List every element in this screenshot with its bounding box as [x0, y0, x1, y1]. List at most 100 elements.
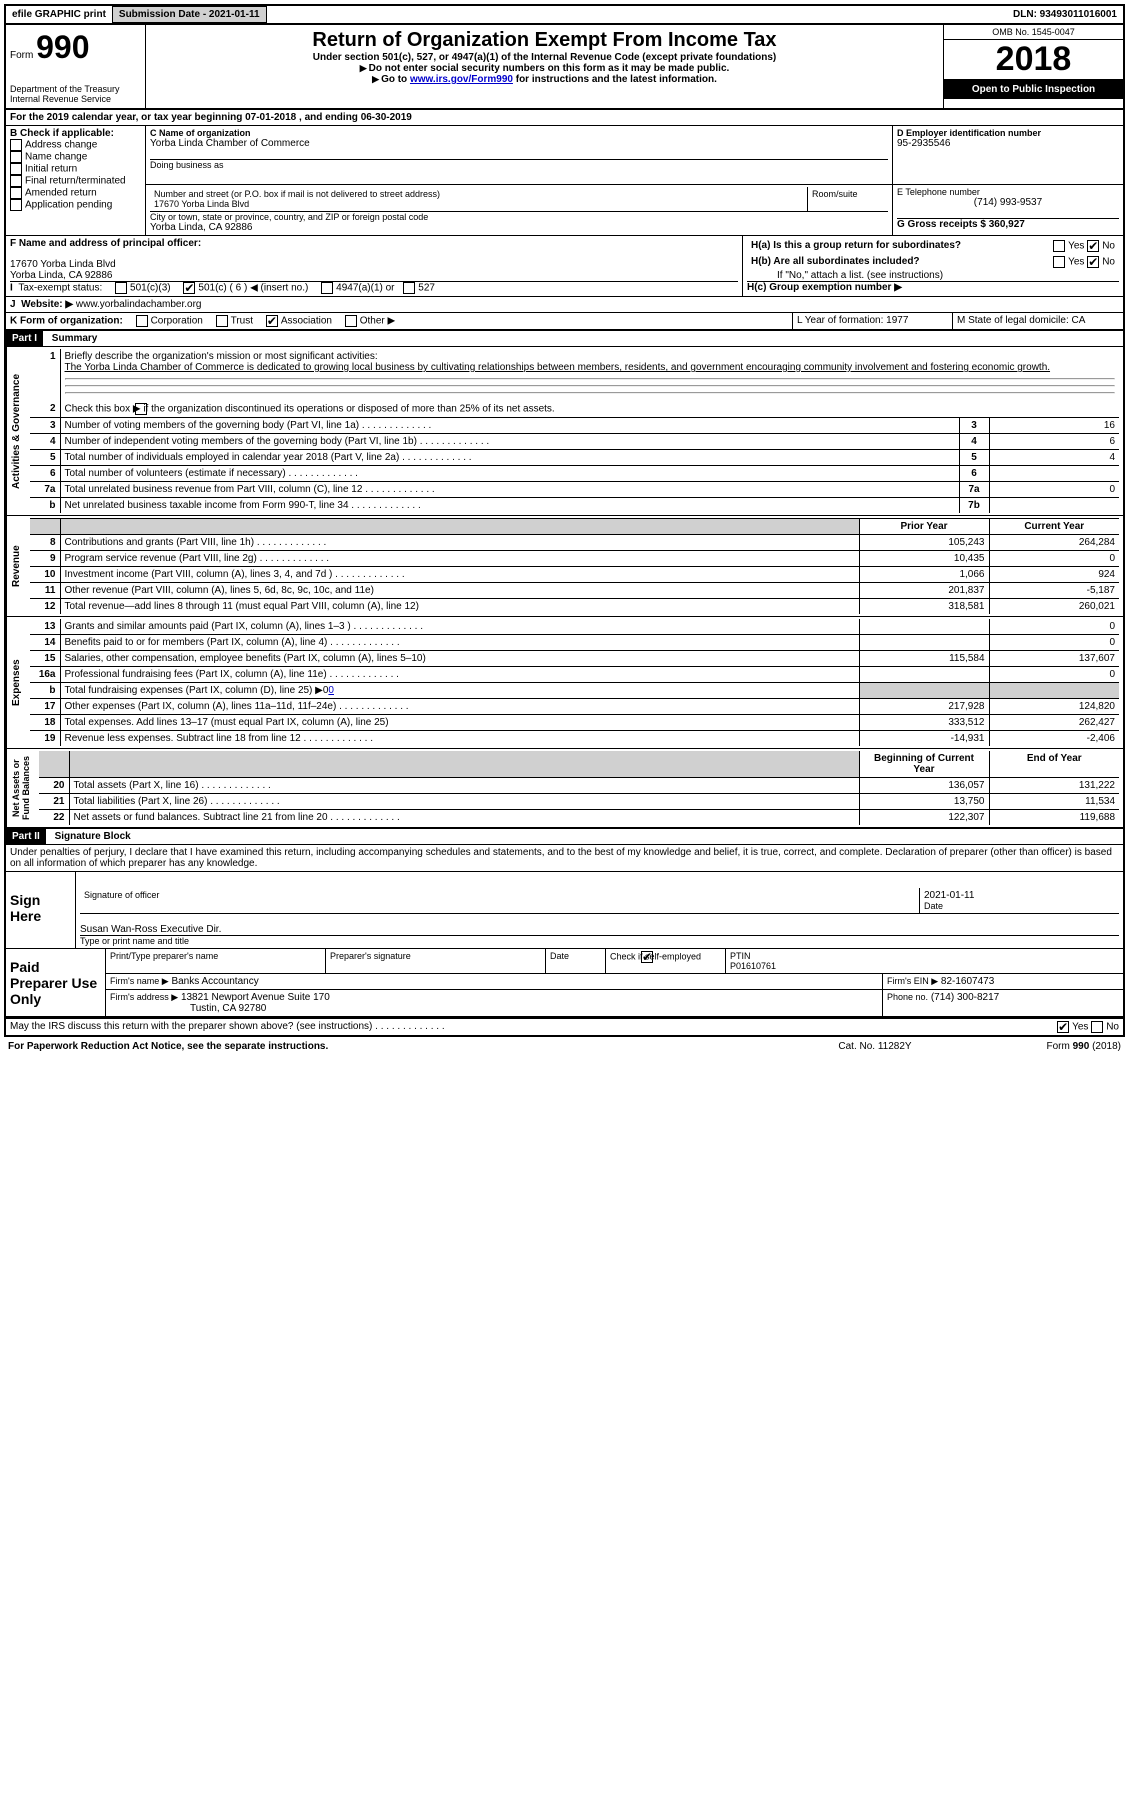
- k-assoc-checkbox[interactable]: [266, 315, 278, 327]
- app-pending-checkbox[interactable]: [10, 199, 22, 211]
- current-year-hdr: Current Year: [989, 519, 1119, 535]
- q1-text: The Yorba Linda Chamber of Commerce is d…: [65, 362, 1051, 373]
- phone: (714) 993-9537: [897, 197, 1119, 208]
- city-label: City or town, state or province, country…: [150, 212, 888, 222]
- q2-checkbox[interactable]: [135, 403, 147, 415]
- d-label: D Employer identification number: [897, 128, 1119, 138]
- addr-label: Number and street (or P.O. box if mail i…: [154, 189, 440, 199]
- firm-name: Banks Accountancy: [171, 976, 258, 987]
- dln-label: DLN: 93493011016001: [1007, 7, 1123, 22]
- officer-name: Susan Wan-Ross Executive Dir.: [80, 924, 1119, 935]
- hc-label: H(c) Group exemption number ▶: [747, 282, 902, 293]
- form-footer: Form 990 (2018): [975, 1039, 1125, 1054]
- 501c-checkbox[interactable]: [183, 282, 195, 294]
- f-label: F Name and address of principal officer:: [10, 238, 738, 249]
- paperwork-notice: For Paperwork Reduction Act Notice, see …: [4, 1039, 775, 1054]
- discuss-yes-checkbox[interactable]: [1057, 1021, 1069, 1033]
- declaration: Under penalties of perjury, I declare th…: [6, 845, 1123, 872]
- inspection-label: Open to Public Inspection: [944, 80, 1123, 99]
- firm-ein: 82-1607473: [941, 976, 994, 987]
- prep-sig-label: Preparer's signature: [326, 949, 546, 973]
- omb-label: OMB No. 1545-0047: [944, 25, 1123, 40]
- k-corp-checkbox[interactable]: [136, 315, 148, 327]
- hb-no-checkbox[interactable]: [1087, 256, 1099, 268]
- dept-label: Department of the Treasury: [10, 84, 141, 94]
- name-change-checkbox[interactable]: [10, 151, 22, 163]
- dba-label: Doing business as: [150, 159, 888, 170]
- cat-no: Cat. No. 11282Y: [775, 1039, 975, 1054]
- f-addr1: 17670 Yorba Linda Blvd: [10, 259, 738, 270]
- ha-yes-checkbox[interactable]: [1053, 240, 1065, 252]
- self-employed-checkbox[interactable]: [641, 951, 653, 963]
- net-assets-label: Net Assets orFund Balances: [6, 749, 35, 827]
- 527-checkbox[interactable]: [403, 282, 415, 294]
- firm-addr1: 13821 Newport Avenue Suite 170: [181, 992, 330, 1003]
- ha-label: H(a) Is this a group return for subordin…: [751, 240, 961, 251]
- firm-addr2: Tustin, CA 92780: [190, 1003, 266, 1014]
- form-label: Form: [10, 50, 33, 61]
- g-label: G Gross receipts $ 360,927: [897, 218, 1119, 230]
- part1-title: Summary: [52, 333, 98, 344]
- city: Yorba Linda, CA 92886: [150, 222, 888, 233]
- expenses-label: Expenses: [6, 617, 26, 748]
- part2-title: Signature Block: [55, 831, 131, 842]
- revenue-label: Revenue: [6, 516, 26, 616]
- submission-date-button[interactable]: Submission Date - 2021-01-11: [112, 6, 267, 23]
- part1: Part I Summary Activities & Governance 1…: [4, 331, 1125, 829]
- org-name: Yorba Linda Chamber of Commerce: [150, 138, 888, 149]
- line-a: For the 2019 calendar year, or tax year …: [6, 110, 1123, 126]
- k-trust-checkbox[interactable]: [216, 315, 228, 327]
- website: www.yorbalindachamber.org: [76, 299, 202, 310]
- h-note: If "No," attach a list. (see instruction…: [747, 270, 1119, 281]
- firm-phone: (714) 300-8217: [931, 992, 999, 1003]
- irs-label: Internal Revenue Service: [10, 94, 141, 104]
- subtitle-2: Do not enter social security numbers on …: [150, 63, 939, 74]
- sig-date: 2021-01-11: [924, 890, 1115, 901]
- k-label: K Form of organization:: [10, 316, 123, 327]
- subtitle-1: Under section 501(c), 527, or 4947(a)(1)…: [150, 52, 939, 63]
- header-section: For the 2019 calendar year, or tax year …: [4, 110, 1125, 331]
- instructions-link[interactable]: www.irs.gov/Form990: [410, 74, 513, 85]
- part1-hdr: Part I: [6, 331, 43, 346]
- subtitle-3-post: for instructions and the latest informat…: [516, 74, 717, 85]
- final-return-checkbox[interactable]: [10, 175, 22, 187]
- room-label: Room/suite: [808, 187, 888, 211]
- m-label: M State of legal domicile: CA: [953, 313, 1123, 329]
- ha-no-checkbox[interactable]: [1087, 240, 1099, 252]
- part2: Part II Signature Block Under penalties …: [4, 829, 1125, 1018]
- hb-yes-checkbox[interactable]: [1053, 256, 1065, 268]
- paid-preparer-label: Paid Preparer Use Only: [6, 949, 106, 1016]
- title-row: Form 990 Department of the Treasury Inte…: [4, 25, 1125, 110]
- i-label: Tax-exempt status:: [18, 283, 102, 294]
- type-name-label: Type or print name and title: [80, 935, 1119, 946]
- q1-label: Briefly describe the organization's miss…: [65, 351, 378, 362]
- l-label: L Year of formation: 1977: [793, 313, 953, 329]
- hb-label: H(b) Are all subordinates included?: [751, 256, 920, 267]
- ptin: P01610761: [730, 961, 776, 971]
- prep-name-label: Print/Type preparer's name: [106, 949, 326, 973]
- fundraising-link[interactable]: 0: [328, 685, 334, 696]
- top-header: efile GRAPHIC print Submission Date - 20…: [4, 4, 1125, 25]
- c-label: C Name of organization: [150, 128, 888, 138]
- ein: 95-2935546: [897, 138, 1119, 149]
- discuss-label: May the IRS discuss this return with the…: [10, 1021, 445, 1032]
- subtitle-3-pre: Go to: [372, 74, 410, 85]
- efile-label: efile GRAPHIC print: [6, 7, 112, 22]
- 4947-checkbox[interactable]: [321, 282, 333, 294]
- discuss-no-checkbox[interactable]: [1091, 1021, 1103, 1033]
- prep-date-label: Date: [546, 949, 606, 973]
- b-label: B Check if applicable:: [10, 128, 141, 139]
- form-number: 990: [36, 29, 89, 65]
- sign-here-label: Sign Here: [6, 872, 76, 948]
- date-label: Date: [924, 901, 1115, 911]
- initial-return-checkbox[interactable]: [10, 163, 22, 175]
- 501c3-checkbox[interactable]: [115, 282, 127, 294]
- activities-governance-label: Activities & Governance: [6, 347, 26, 515]
- f-addr2: Yorba Linda, CA 92886: [10, 270, 738, 281]
- k-other-checkbox[interactable]: [345, 315, 357, 327]
- e-label: E Telephone number: [897, 187, 1119, 197]
- addr-change-checkbox[interactable]: [10, 139, 22, 151]
- amended-checkbox[interactable]: [10, 187, 22, 199]
- tax-year: 2018: [944, 40, 1123, 80]
- main-title: Return of Organization Exempt From Incom…: [150, 29, 939, 52]
